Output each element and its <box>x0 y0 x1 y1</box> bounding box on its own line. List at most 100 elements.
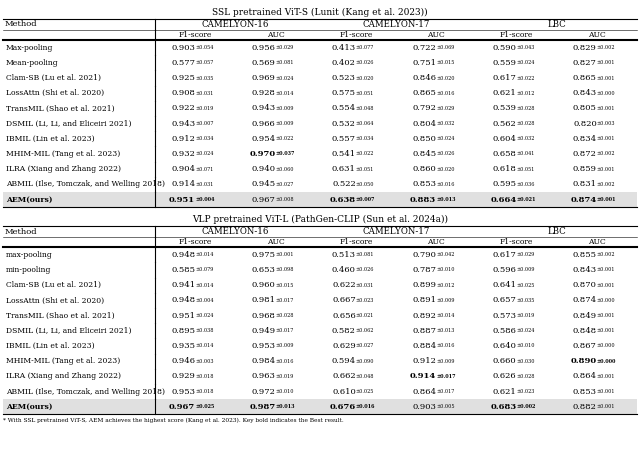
Text: 0.904: 0.904 <box>171 165 195 173</box>
Text: ±0.009: ±0.009 <box>436 359 454 364</box>
Text: 0.664: 0.664 <box>490 196 516 203</box>
Text: 0.554: 0.554 <box>332 104 356 112</box>
Text: ±0.002: ±0.002 <box>597 253 615 257</box>
Text: ±0.009: ±0.009 <box>436 298 454 303</box>
Text: ±0.002: ±0.002 <box>516 404 536 410</box>
Text: 0.945: 0.945 <box>252 180 275 188</box>
Bar <box>3 192 637 207</box>
Text: ±0.001: ±0.001 <box>597 136 615 142</box>
Text: ±0.010: ±0.010 <box>436 268 454 273</box>
Text: 0.604: 0.604 <box>493 135 516 143</box>
Text: 0.845: 0.845 <box>412 150 436 158</box>
Text: AUC: AUC <box>588 238 605 246</box>
Text: ±0.060: ±0.060 <box>275 167 294 172</box>
Text: 0.865: 0.865 <box>573 74 597 82</box>
Text: LossAttn (Shi et al. 2020): LossAttn (Shi et al. 2020) <box>6 296 104 304</box>
Text: ±0.001: ±0.001 <box>597 313 615 318</box>
Text: 0.573: 0.573 <box>493 312 516 319</box>
Text: 0.872: 0.872 <box>573 150 597 158</box>
Text: 0.831: 0.831 <box>573 180 597 188</box>
Text: ±0.048: ±0.048 <box>356 106 374 111</box>
Text: 0.804: 0.804 <box>412 120 436 127</box>
Text: 0.968: 0.968 <box>252 312 275 319</box>
Text: ±0.002: ±0.002 <box>597 182 615 187</box>
Text: ±0.035: ±0.035 <box>195 76 214 81</box>
Text: 0.981: 0.981 <box>252 296 275 304</box>
Text: 0.912: 0.912 <box>172 135 195 143</box>
Text: IBMIL (Lin et al. 2023): IBMIL (Lin et al. 2023) <box>6 135 95 143</box>
Text: ±0.001: ±0.001 <box>597 404 615 410</box>
Text: ±0.001: ±0.001 <box>597 76 615 81</box>
Text: ±0.009: ±0.009 <box>275 106 294 111</box>
Text: 0.864: 0.864 <box>412 388 436 395</box>
Text: 0.610: 0.610 <box>332 388 356 395</box>
Text: ±0.001: ±0.001 <box>275 253 294 257</box>
Text: ±0.002: ±0.002 <box>597 45 615 50</box>
Text: ±0.098: ±0.098 <box>275 268 294 273</box>
Text: ±0.005: ±0.005 <box>436 404 454 410</box>
Text: 0.846: 0.846 <box>412 74 436 82</box>
Text: 0.617: 0.617 <box>493 74 516 82</box>
Text: ±0.007: ±0.007 <box>356 197 375 202</box>
Text: ±0.001: ±0.001 <box>597 61 615 66</box>
Text: ±0.024: ±0.024 <box>195 152 214 157</box>
Text: max-pooling: max-pooling <box>6 251 52 259</box>
Text: 0.849: 0.849 <box>573 312 597 319</box>
Text: ±0.013: ±0.013 <box>275 404 295 410</box>
Text: ±0.016: ±0.016 <box>275 359 294 364</box>
Text: 0.513: 0.513 <box>332 251 356 259</box>
Text: ±0.007: ±0.007 <box>195 121 214 126</box>
Text: Max-pooling: Max-pooling <box>6 44 53 51</box>
Text: ±0.077: ±0.077 <box>356 45 374 50</box>
Text: ±0.020: ±0.020 <box>436 167 454 172</box>
Text: Clam-SB (Lu et al. 2021): Clam-SB (Lu et al. 2021) <box>6 281 101 289</box>
Text: 0.460: 0.460 <box>332 266 356 274</box>
Text: ±0.043: ±0.043 <box>516 45 535 50</box>
Text: 0.932: 0.932 <box>172 150 195 158</box>
Text: ±0.016: ±0.016 <box>436 91 454 96</box>
Text: ±0.019: ±0.019 <box>516 313 535 318</box>
Text: VLP pretrained ViT-L (PathGen-CLIP (Sun et al. 2024a)): VLP pretrained ViT-L (PathGen-CLIP (Sun … <box>192 215 448 224</box>
Text: 0.887: 0.887 <box>412 327 436 335</box>
Text: ±0.038: ±0.038 <box>195 329 214 334</box>
Text: Method: Method <box>5 228 38 236</box>
Text: ±0.000: ±0.000 <box>597 91 616 96</box>
Text: SSL pretrained ViT-S (Lunit (Kang et al. 2023)): SSL pretrained ViT-S (Lunit (Kang et al.… <box>212 7 428 16</box>
Text: 0.864: 0.864 <box>573 372 597 380</box>
Text: 0.953: 0.953 <box>252 342 275 350</box>
Text: ±0.071: ±0.071 <box>195 167 214 172</box>
Text: 0.966: 0.966 <box>252 120 275 127</box>
Text: ±0.008: ±0.008 <box>275 197 294 202</box>
Text: ±0.026: ±0.026 <box>436 152 454 157</box>
Text: 0.946: 0.946 <box>171 357 195 365</box>
Text: 0.676: 0.676 <box>330 403 356 411</box>
Text: ±0.019: ±0.019 <box>275 374 294 379</box>
Text: AEM(ours): AEM(ours) <box>6 196 52 203</box>
Text: ±0.022: ±0.022 <box>275 136 294 142</box>
Text: 0.751: 0.751 <box>412 59 436 67</box>
Text: 0.940: 0.940 <box>252 165 275 173</box>
Text: ±0.029: ±0.029 <box>275 45 294 50</box>
Text: ±0.024: ±0.024 <box>436 136 454 142</box>
Text: 0.970: 0.970 <box>250 150 275 158</box>
Text: ±0.021: ±0.021 <box>356 313 374 318</box>
Text: ±0.001: ±0.001 <box>597 329 615 334</box>
Text: ±0.031: ±0.031 <box>195 182 214 187</box>
Text: 0.787: 0.787 <box>412 266 436 274</box>
Text: ±0.048: ±0.048 <box>356 374 374 379</box>
Text: 0.903: 0.903 <box>412 403 436 411</box>
Text: ±0.013: ±0.013 <box>436 197 456 202</box>
Text: 0.586: 0.586 <box>493 327 516 335</box>
Text: 0.820: 0.820 <box>573 120 597 127</box>
Text: ±0.028: ±0.028 <box>516 106 535 111</box>
Text: ±0.032: ±0.032 <box>436 121 454 126</box>
Text: 0.870: 0.870 <box>573 281 597 289</box>
Text: ±0.017: ±0.017 <box>436 389 454 394</box>
Text: ±0.016: ±0.016 <box>356 404 375 410</box>
Text: 0.683: 0.683 <box>490 403 516 411</box>
Text: ±0.025: ±0.025 <box>516 283 535 288</box>
Text: MHIM-MIL (Tang et al. 2023): MHIM-MIL (Tang et al. 2023) <box>6 150 120 158</box>
Text: ±0.023: ±0.023 <box>516 389 535 394</box>
Text: 0.657: 0.657 <box>493 296 516 304</box>
Text: 0.626: 0.626 <box>493 372 516 380</box>
